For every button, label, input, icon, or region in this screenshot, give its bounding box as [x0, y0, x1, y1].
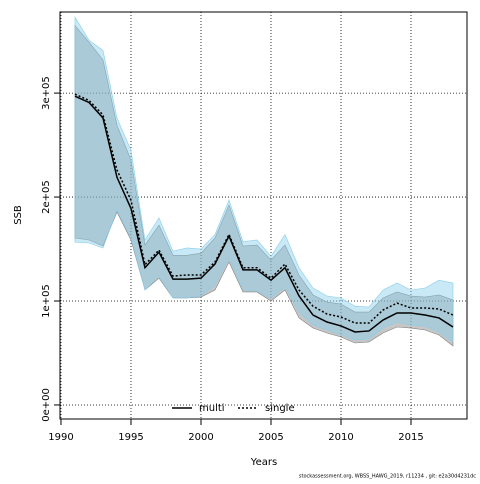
series-line	[74, 95, 454, 333]
x-tick-label: 1990	[48, 432, 73, 443]
x-tick-label: 2000	[188, 432, 213, 443]
legend-label: single	[265, 403, 295, 414]
y-tick-label: 0e+00	[41, 388, 52, 422]
legend-label: multi	[199, 403, 225, 414]
plot-frame	[59, 11, 468, 420]
x-tick-label: 1995	[118, 432, 143, 443]
y-tick-label: 2e+05	[41, 180, 52, 214]
footer: stockassessment.org, WBSS_HAWG_2019, r11…	[299, 474, 476, 480]
confidence-band	[74, 24, 454, 347]
confidence-band	[74, 16, 454, 343]
y-tick-label: 3e+05	[41, 76, 52, 110]
y-axis-label: SSB	[13, 205, 24, 225]
x-tick-label: 2015	[398, 432, 423, 443]
x-tick-label: 2005	[258, 432, 283, 443]
x-tick-label: 2010	[328, 432, 353, 443]
y-tick-label: 1e+05	[41, 284, 52, 318]
series-line	[74, 93, 454, 324]
x-axis-label: Years	[250, 457, 277, 468]
